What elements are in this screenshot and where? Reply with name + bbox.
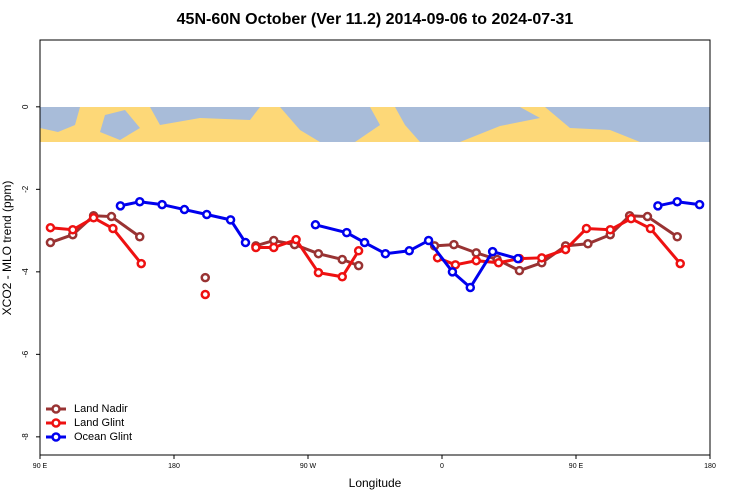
- y-tick-label: -2: [21, 185, 30, 193]
- point: [310, 220, 321, 230]
- legend-label: Land Nadir: [74, 403, 128, 415]
- point: [353, 260, 364, 271]
- point: [423, 235, 434, 246]
- point: [447, 267, 458, 277]
- plot-frame: [39, 39, 711, 456]
- point: [487, 246, 498, 257]
- y-tick-label: 0: [21, 104, 30, 109]
- point: [672, 232, 682, 242]
- point: [645, 223, 656, 234]
- point: [337, 272, 347, 282]
- x-tick-label: 180: [168, 463, 180, 470]
- legend-label: Land Glint: [74, 417, 124, 429]
- point: [157, 199, 167, 210]
- point: [537, 253, 547, 263]
- point: [291, 234, 301, 245]
- map-land: [395, 107, 540, 142]
- legend-label: Ocean Glint: [74, 431, 132, 443]
- point: [115, 201, 126, 211]
- point: [675, 258, 685, 269]
- chart-title: 45N-60N October (Ver 11.2) 2014-09-06 to…: [177, 11, 574, 28]
- point: [45, 222, 56, 233]
- map-land: [280, 107, 380, 142]
- point: [200, 289, 211, 300]
- point: [135, 232, 145, 242]
- point: [404, 246, 414, 256]
- point: [269, 242, 279, 253]
- point: [359, 237, 370, 248]
- point: [251, 242, 261, 253]
- point: [135, 196, 145, 207]
- y-tick-label: -8: [21, 433, 30, 441]
- legend-marker: [51, 404, 61, 414]
- point: [108, 223, 118, 234]
- point: [88, 213, 99, 223]
- x-tick-label: 90 W: [300, 463, 317, 470]
- point: [225, 215, 236, 225]
- legend-marker: [51, 432, 61, 442]
- map-land: [100, 110, 140, 140]
- point: [653, 201, 663, 211]
- point: [560, 244, 571, 255]
- y-tick-label: -6: [21, 350, 30, 358]
- point: [136, 258, 146, 269]
- point: [179, 204, 190, 215]
- point: [353, 246, 364, 256]
- point: [465, 282, 476, 293]
- point: [240, 237, 251, 248]
- x-tick-label: 90 E: [33, 463, 48, 470]
- point: [202, 209, 212, 220]
- point: [449, 239, 459, 250]
- point: [514, 265, 525, 276]
- point: [605, 225, 615, 235]
- point: [45, 237, 56, 248]
- point: [493, 258, 504, 268]
- point: [380, 248, 391, 259]
- point: [106, 211, 117, 222]
- point: [471, 248, 481, 258]
- point: [583, 239, 593, 249]
- map-land: [150, 107, 260, 125]
- x-tick-label: 90 E: [569, 463, 584, 470]
- map-band: [40, 107, 710, 142]
- y-tick-label: -4: [21, 268, 30, 276]
- x-tick-label: 0: [440, 463, 444, 470]
- y-axis-label: XCO2 - MLO trend (ppm): [0, 181, 14, 316]
- point: [626, 213, 636, 224]
- x-axis-label: Longitude: [349, 476, 402, 490]
- point: [471, 255, 481, 266]
- point: [581, 223, 592, 234]
- point: [672, 196, 682, 207]
- point: [313, 248, 324, 259]
- x-tick-label: 180: [704, 463, 716, 470]
- point: [68, 225, 78, 235]
- point: [200, 272, 211, 283]
- map-land: [545, 107, 710, 142]
- point: [642, 211, 653, 222]
- map-land: [40, 107, 80, 132]
- point: [341, 227, 352, 238]
- legend-marker: [51, 418, 61, 428]
- point: [337, 254, 347, 265]
- point: [313, 267, 324, 278]
- point: [513, 253, 523, 264]
- point: [694, 199, 705, 210]
